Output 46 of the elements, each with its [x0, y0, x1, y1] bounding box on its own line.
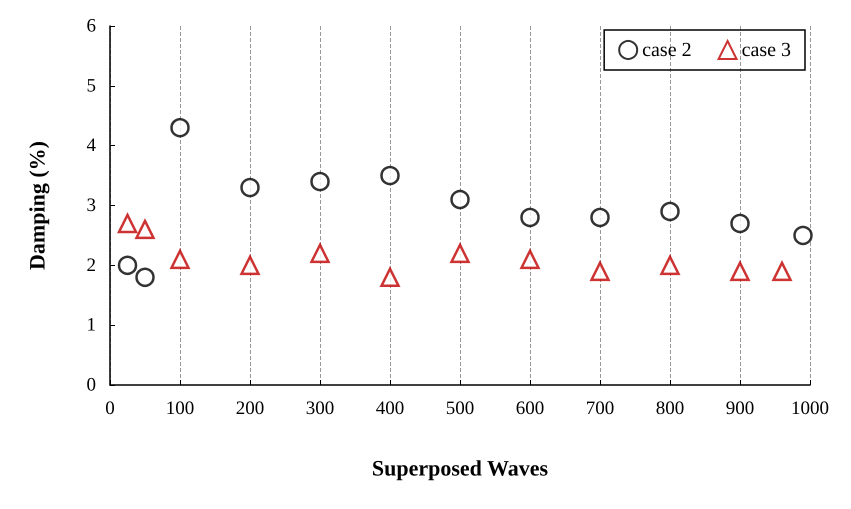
point: [520, 250, 540, 270]
point: [772, 262, 792, 282]
point: [450, 244, 470, 264]
point: [660, 202, 680, 222]
y-tick-label: 3: [86, 195, 96, 216]
y-tick-label: 1: [86, 314, 96, 336]
point: [240, 256, 260, 276]
x-tick-label: 600: [516, 398, 544, 419]
point: [380, 166, 400, 186]
point: [240, 178, 260, 198]
point: [135, 220, 155, 240]
x-tick-label: 400: [376, 398, 404, 419]
point: [310, 244, 330, 264]
x-tick-label: 100: [166, 398, 194, 419]
x-tick-label: 700: [586, 398, 614, 419]
x-tick-label: 500: [446, 398, 474, 419]
y-tick-label: 4: [86, 135, 96, 156]
legend-label: case 3: [742, 39, 792, 61]
x-tick-label: 300: [306, 398, 334, 419]
point: [118, 256, 138, 276]
point: [118, 214, 138, 234]
x-axis-title: Superposed Waves: [372, 456, 549, 480]
y-tick-label: 6: [86, 16, 96, 36]
y-tick-label: 5: [86, 75, 96, 96]
point: [170, 250, 190, 270]
point: [310, 172, 330, 192]
y-tick-label: 2: [86, 254, 96, 276]
point: [520, 208, 540, 228]
x-tick-label: 800: [656, 398, 684, 419]
point: [660, 256, 680, 276]
x-tick-label: 1000: [791, 398, 829, 419]
point: [590, 262, 610, 282]
point: [380, 268, 400, 288]
point: [450, 190, 470, 210]
x-tick-label: 200: [236, 398, 264, 419]
point: [730, 262, 750, 282]
y-axis-title: Damping (%): [24, 141, 50, 270]
point: [793, 226, 813, 246]
point: [170, 118, 190, 138]
point: [590, 208, 610, 228]
y-tick-label: 0: [86, 374, 96, 396]
point: [135, 268, 155, 288]
x-tick-label: 900: [726, 398, 754, 419]
legend-label: case 2: [642, 39, 692, 61]
x-tick-label: 0: [105, 398, 115, 419]
point: [730, 214, 750, 234]
